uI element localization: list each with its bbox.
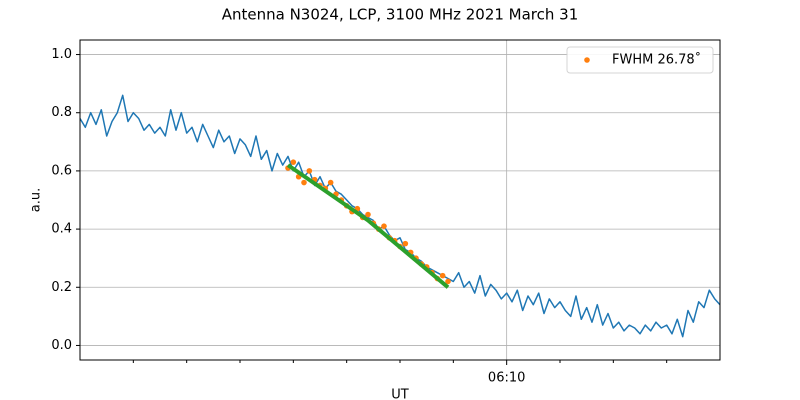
data-line [79, 94, 721, 338]
data-point [365, 211, 371, 218]
data-point [381, 223, 387, 229]
y-tick-label: 0.6 [51, 163, 72, 178]
x-tick-label: 06:10 [488, 371, 525, 386]
data-line [286, 163, 450, 289]
plot-frame [79, 39, 721, 361]
data-point [439, 272, 446, 279]
y-tick-label: 0.8 [51, 105, 72, 120]
data-point [327, 179, 334, 186]
x-axis-label: UT [391, 388, 409, 400]
legend-box [566, 46, 714, 74]
chart-title: Antenna N3024, LCP, 3100 MHz 2021 March … [222, 6, 579, 24]
data-point [402, 240, 409, 247]
y-axis-label: a.u. [29, 188, 44, 212]
y-tick-label: 1.0 [51, 47, 72, 62]
data-point [301, 179, 307, 186]
legend-label: FWHM 26.78˚ [612, 52, 701, 68]
y-tick-label: 0.2 [51, 280, 72, 295]
y-tick-label: 0.0 [51, 338, 72, 353]
data-point [290, 159, 297, 165]
data-point [306, 168, 313, 174]
legend-marker [584, 57, 590, 63]
y-tick-label: 0.4 [51, 222, 72, 237]
data-point [445, 278, 451, 285]
